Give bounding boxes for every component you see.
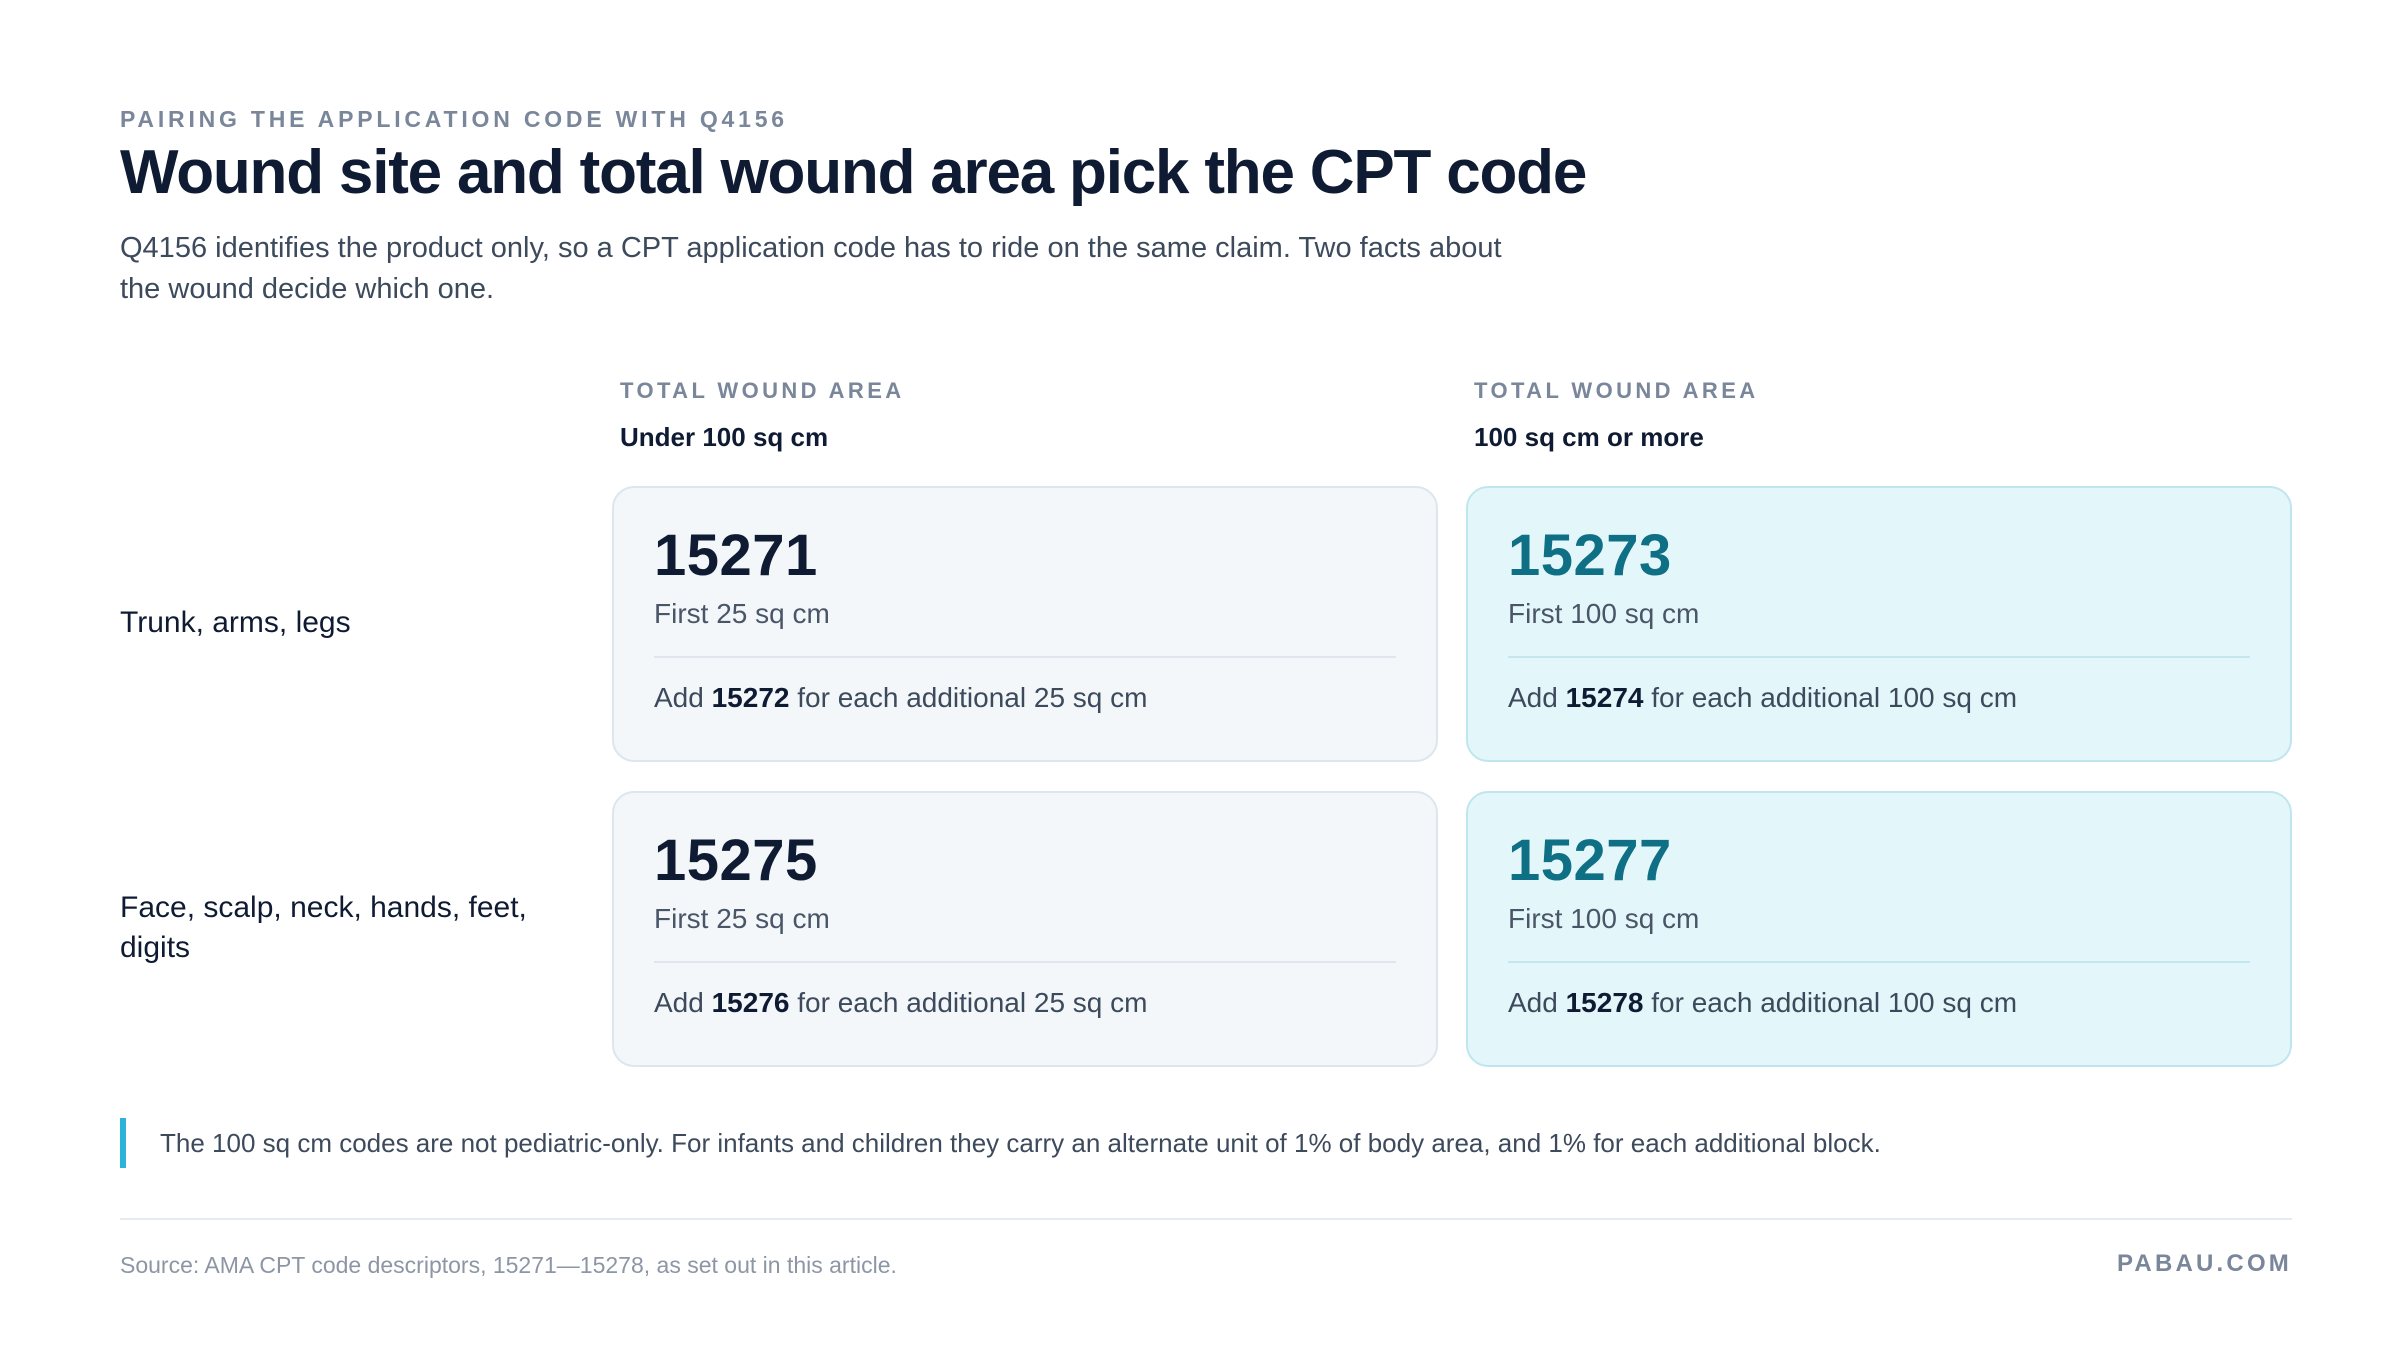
add-on-code: 15276	[711, 986, 790, 1018]
column-kicker: TOTAL WOUND AREA	[1474, 378, 1759, 403]
first-area: First 25 sq cm	[654, 597, 830, 629]
page-subtitle: Q4156 identifies the product only, so a …	[120, 232, 1502, 305]
code-card-15275: 15275 First 25 sq cm Add 15276 for each …	[612, 791, 1438, 1067]
card-divider	[654, 960, 1396, 963]
row-label-face: Face, scalp, neck, hands, feet, digits	[120, 891, 527, 964]
column-kicker: TOTAL WOUND AREA	[620, 378, 905, 403]
first-area: First 100 sq cm	[1508, 597, 1700, 629]
footer-divider	[120, 1218, 2292, 1220]
code-card-15273: 15273 First 100 sq cm Add 15274 for each…	[1466, 486, 2292, 762]
column-range: 100 sq cm or more	[1474, 422, 1704, 452]
add-on-line: Add 15272 for each additional 25 sq cm	[654, 681, 1148, 713]
code-card-15271: 15271 First 25 sq cm Add 15272 for each …	[612, 486, 1438, 762]
add-on-line: Add 15274 for each additional 100 sq cm	[1508, 681, 2018, 713]
add-on-line: Add 15276 for each additional 25 sq cm	[654, 986, 1148, 1018]
source-text: Source: AMA CPT code descriptors, 15271—…	[120, 1252, 897, 1278]
cpt-code: 15277	[1508, 828, 1672, 893]
card-divider	[1508, 655, 2250, 658]
cpt-code: 15273	[1508, 523, 1672, 588]
first-area: First 25 sq cm	[654, 902, 830, 934]
pediatric-note: The 100 sq cm codes are not pediatric-on…	[120, 1118, 1881, 1168]
first-area: First 100 sq cm	[1508, 902, 1700, 934]
brand-logo[interactable]: PABAU.COM	[2116, 1250, 2292, 1277]
add-on-code: 15278	[1565, 986, 1644, 1018]
eyebrow: PAIRING THE APPLICATION CODE WITH Q4156	[120, 106, 788, 132]
column-range: Under 100 sq cm	[620, 422, 829, 452]
column-header-100-or-more: TOTAL WOUND AREA 100 sq cm or more	[1474, 378, 1759, 453]
card-divider	[654, 655, 1396, 658]
add-on-code: 15274	[1565, 681, 1644, 713]
card-divider	[1508, 960, 2250, 963]
add-on-code: 15272	[711, 681, 790, 713]
cpt-code: 15271	[654, 523, 818, 588]
code-card-15277: 15277 First 100 sq cm Add 15278 for each…	[1466, 791, 2292, 1067]
page-title: Wound site and total wound area pick the…	[120, 138, 1587, 207]
add-on-line: Add 15278 for each additional 100 sq cm	[1508, 986, 2018, 1018]
cpt-code: 15275	[654, 828, 818, 893]
column-header-under-100: TOTAL WOUND AREA Under 100 sq cm	[620, 378, 905, 453]
row-label-trunk: Trunk, arms, legs	[120, 606, 351, 639]
